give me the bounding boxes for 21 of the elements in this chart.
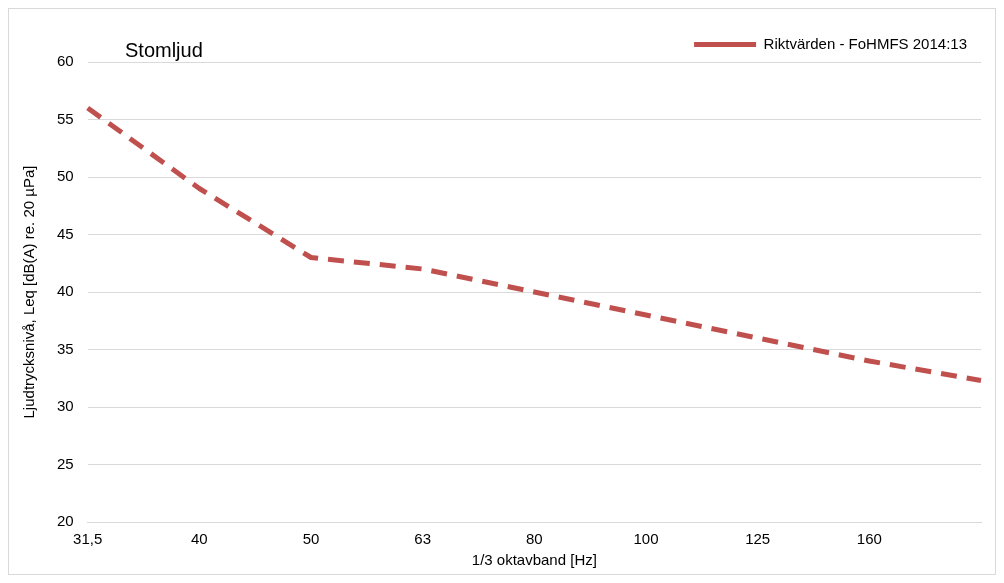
x-tick-label: 100: [633, 530, 659, 548]
y-tick-label: 60: [57, 52, 74, 70]
y-tick-label: 25: [57, 454, 74, 472]
y-tick-label: 50: [57, 167, 74, 185]
x-tick-label: 50: [302, 530, 320, 548]
y-tick-label: 20: [57, 512, 74, 530]
x-tick-label: 40: [191, 530, 208, 548]
x-tick-label: 125: [745, 530, 771, 548]
x-tick-label: 31,5: [73, 530, 103, 548]
x-tick-label: 80: [526, 530, 543, 548]
y-tick-label: 40: [57, 282, 74, 300]
x-axis-title: 1/3 oktavband [Hz]: [471, 551, 597, 569]
x-tick-label: 160: [856, 530, 882, 548]
y-tick-label: 45: [57, 224, 74, 242]
y-axis-title: Ljudtrycksnivå, Leq [dB(A) re. 20 µPa]: [20, 165, 38, 419]
x-tick-label: 63: [414, 530, 432, 548]
y-tick-label: 55: [57, 109, 74, 127]
legend-label: Riktvärden - FoHMFS 2014:13: [763, 34, 968, 52]
y-tick-label: 35: [57, 339, 74, 357]
chart-title: Stomljud: [125, 39, 203, 62]
y-tick-label: 30: [57, 397, 74, 415]
